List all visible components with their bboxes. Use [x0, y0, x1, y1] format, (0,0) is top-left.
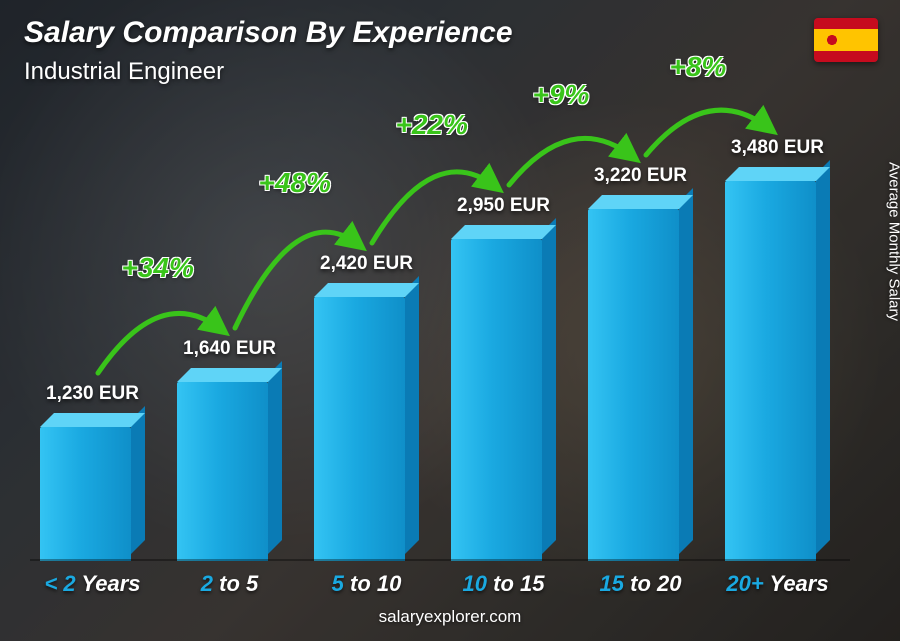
bar-slot: 2,420 EUR5 to 10 — [314, 297, 419, 561]
bar-slot: 2,950 EUR10 to 15 — [451, 239, 556, 561]
chart-stage: Salary Comparison By Experience Industri… — [0, 0, 900, 641]
category-accent: 20+ — [726, 571, 763, 596]
bar-value-label: 1,640 EUR — [183, 338, 276, 360]
increase-arc: +34% — [78, 262, 242, 383]
bar-slot: 3,480 EUR20+ Years — [725, 181, 830, 561]
category-plain: to 5 — [213, 571, 258, 596]
bar-front — [314, 297, 405, 561]
category-accent: 2 — [201, 571, 213, 596]
bar-top — [177, 368, 282, 382]
bar — [177, 382, 282, 561]
bar-value-label: 2,420 EUR — [320, 253, 413, 275]
bar-category-label: 2 to 5 — [201, 571, 258, 597]
increase-label: +34% — [122, 252, 194, 284]
category-plain: to 20 — [624, 571, 681, 596]
category-plain: to 10 — [344, 571, 401, 596]
bar-top — [314, 283, 419, 297]
bar-value-label: 3,480 EUR — [731, 137, 824, 159]
bar — [451, 239, 556, 561]
footer-source: salaryexplorer.com — [0, 607, 900, 627]
bar-value-label: 2,950 EUR — [457, 195, 550, 217]
chart-plot-area: 1,230 EUR< 2 Years 1,640 EUR2 to 5 2,420 E… — [40, 121, 830, 561]
bar-slot: 1,230 EUR< 2 Years — [40, 427, 145, 561]
category-accent: 10 — [463, 571, 487, 596]
bar-side — [679, 188, 693, 554]
chart-subtitle: Industrial Engineer — [24, 58, 224, 86]
bar — [314, 297, 419, 561]
bar-side — [816, 160, 830, 554]
bar-category-label: 15 to 20 — [600, 571, 682, 597]
bar-side — [542, 218, 556, 554]
bar-top — [40, 413, 145, 427]
bar-value-label: 3,220 EUR — [594, 165, 687, 187]
bar-category-label: 5 to 10 — [332, 571, 402, 597]
bar-side — [405, 276, 419, 554]
bar-category-label: 10 to 15 — [463, 571, 545, 597]
bar-top — [588, 195, 693, 209]
y-axis-label: Average Monthly Salary — [886, 162, 900, 321]
bar-front — [177, 382, 268, 561]
category-accent: 15 — [600, 571, 624, 596]
category-plain: Years — [76, 571, 141, 596]
bar-top — [451, 225, 556, 239]
bar-front — [451, 239, 542, 561]
category-plain: Years — [764, 571, 829, 596]
bar — [725, 181, 830, 561]
bar-slot: 3,220 EUR15 to 20 — [588, 209, 693, 561]
bar-top — [725, 167, 830, 181]
arc-svg — [78, 262, 242, 383]
category-plain: to 15 — [487, 571, 544, 596]
bar-side — [131, 406, 145, 554]
bar-side — [268, 361, 282, 554]
category-accent: 5 — [332, 571, 344, 596]
increase-label: +48% — [259, 167, 331, 199]
chart-baseline — [30, 559, 850, 561]
spain-flag-icon — [814, 18, 878, 62]
bar-category-label: 20+ Years — [726, 571, 828, 597]
bar-front — [40, 427, 131, 561]
category-accent: < 2 — [44, 571, 75, 596]
bar-slot: 1,640 EUR2 to 5 — [177, 382, 282, 561]
bar-category-label: < 2 Years — [44, 571, 140, 597]
bar — [40, 427, 145, 561]
chart-title: Salary Comparison By Experience — [24, 16, 513, 50]
bar — [588, 209, 693, 561]
bar-value-label: 1,230 EUR — [46, 383, 139, 405]
bar-front — [725, 181, 816, 561]
bar-front — [588, 209, 679, 561]
